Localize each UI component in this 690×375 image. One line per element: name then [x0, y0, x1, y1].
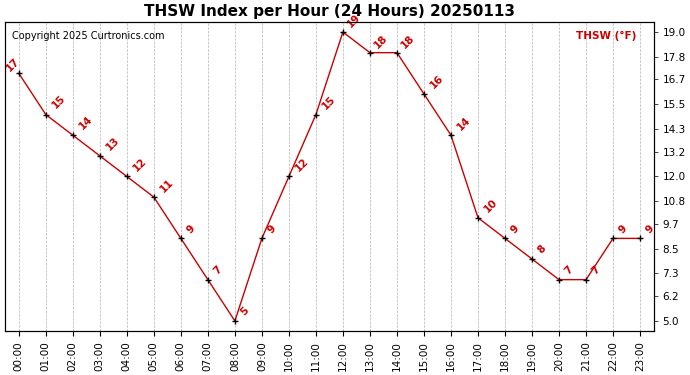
Text: 12: 12 [293, 156, 310, 173]
Text: 18: 18 [400, 33, 417, 50]
Text: 14: 14 [77, 114, 95, 131]
Text: 12: 12 [131, 156, 148, 173]
Title: THSW Index per Hour (24 Hours) 20250113: THSW Index per Hour (24 Hours) 20250113 [144, 4, 515, 19]
Text: 17: 17 [4, 56, 21, 73]
Text: Copyright 2025 Curtronics.com: Copyright 2025 Curtronics.com [12, 31, 164, 41]
Text: 19: 19 [346, 12, 363, 30]
Text: 10: 10 [482, 197, 500, 214]
Text: 7: 7 [563, 264, 575, 276]
Text: 15: 15 [320, 94, 337, 111]
Text: 18: 18 [373, 33, 390, 50]
Text: 9: 9 [185, 223, 197, 235]
Text: 13: 13 [104, 135, 121, 153]
Text: 11: 11 [158, 177, 175, 194]
Text: 14: 14 [455, 115, 473, 132]
Text: 9: 9 [644, 223, 656, 235]
Text: 15: 15 [50, 93, 67, 110]
Text: 9: 9 [509, 223, 521, 235]
Text: THSW (°F): THSW (°F) [575, 31, 636, 41]
Text: 7: 7 [590, 264, 602, 276]
Text: 7: 7 [212, 264, 224, 276]
Text: 9: 9 [617, 223, 629, 235]
Text: 16: 16 [428, 74, 445, 91]
Text: 9: 9 [266, 223, 278, 235]
Text: 8: 8 [536, 244, 549, 256]
Text: 5: 5 [239, 306, 251, 318]
